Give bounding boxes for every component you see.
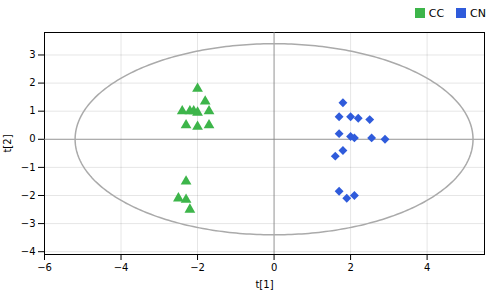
svg-text:0: 0 xyxy=(271,262,277,273)
svg-text:−3: −3 xyxy=(21,218,36,229)
svg-text:−2: −2 xyxy=(21,190,36,201)
svg-text:1: 1 xyxy=(29,105,35,116)
svg-text:−4: −4 xyxy=(114,262,129,273)
html-text:CC: CC xyxy=(428,6,445,20)
svg-text:−4: −4 xyxy=(21,246,36,257)
html-text:CN: CN xyxy=(470,6,486,20)
svg-text:0: 0 xyxy=(29,133,35,144)
svg-text:3: 3 xyxy=(29,49,35,60)
svg-text:−2: −2 xyxy=(190,262,205,273)
svg-text:t[1]: t[1] xyxy=(255,279,273,290)
svg-text:−1: −1 xyxy=(21,162,36,173)
svg-text:2: 2 xyxy=(29,77,35,88)
svg-text:4: 4 xyxy=(424,262,430,273)
svg-text:−6: −6 xyxy=(37,262,52,273)
svg-text:t[2]: t[2] xyxy=(2,134,13,152)
svg-text:2: 2 xyxy=(347,262,353,273)
